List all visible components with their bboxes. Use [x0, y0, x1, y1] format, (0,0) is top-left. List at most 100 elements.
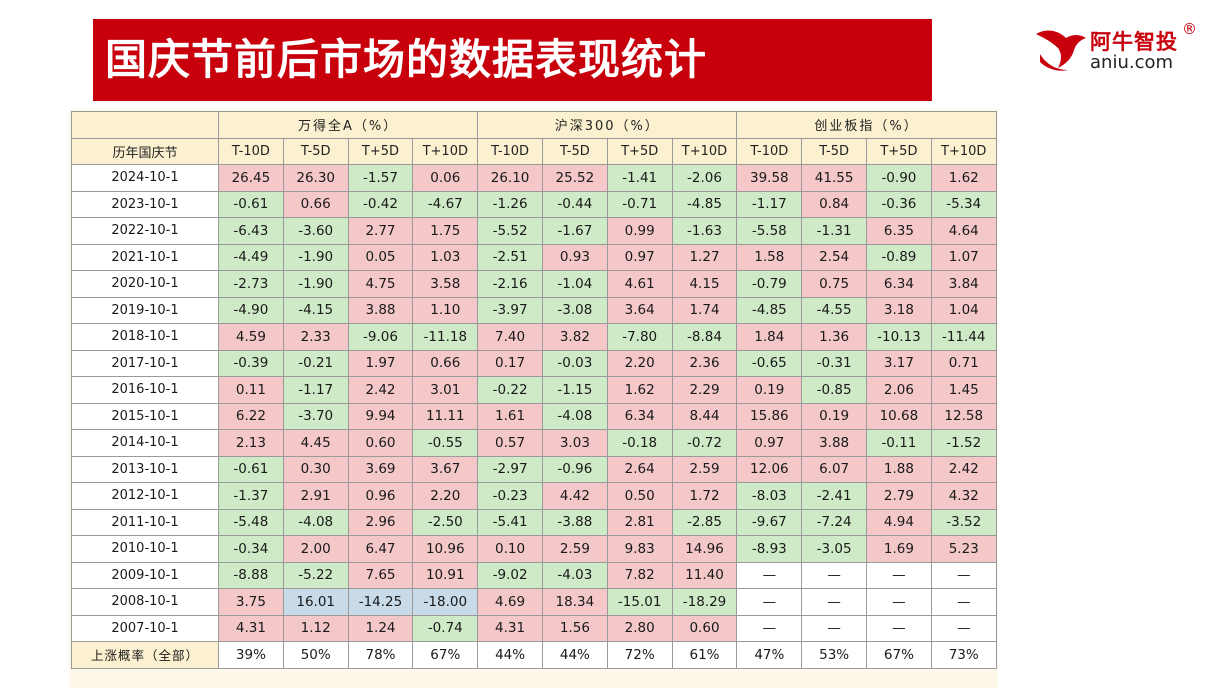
value-cell: 0.60	[671, 614, 738, 642]
value-cell: —	[930, 561, 997, 589]
table-row: 2020-10-1 -2.73 -1.90 4.75 3.58 -2.16 -1.04 4.6…	[71, 270, 997, 298]
table-row: 2008-10-1 3.75 16.01 -14.25 -18.00 4.69 18.34-…	[71, 588, 997, 616]
brand-logo[interactable]: 阿牛智投 ® aniu.com	[1032, 20, 1202, 76]
value-cell: -0.74	[412, 614, 479, 642]
column-header-t-10d: T-10D	[218, 137, 284, 165]
brand-name-en: aniu.com	[1090, 52, 1174, 73]
value-cell: -1.37	[218, 482, 284, 510]
value-cell: 1.62	[930, 164, 997, 192]
value-cell: 4.32	[930, 482, 997, 510]
value-cell: 0.19	[801, 402, 868, 430]
summary-percent: 44%	[477, 641, 543, 669]
value-cell: 2.00	[282, 535, 349, 563]
value-cell: -18.29	[671, 588, 738, 616]
value-cell: -0.90	[866, 164, 932, 192]
value-cell: 9.83	[606, 535, 673, 563]
value-cell: 0.11	[218, 376, 284, 404]
value-cell: -3.08	[541, 296, 608, 324]
value-cell: -1.41	[606, 164, 673, 192]
summary-percent: 61%	[671, 641, 738, 669]
summary-percent: 73%	[930, 641, 997, 669]
value-cell: -4.67	[412, 190, 479, 218]
value-cell: -0.85	[801, 376, 868, 404]
value-cell: 3.88	[347, 296, 414, 324]
value-cell: 10.68	[866, 402, 932, 430]
value-cell: -4.15	[282, 296, 349, 324]
value-cell: -2.16	[477, 270, 543, 298]
column-header-t-5d: T-5D	[282, 137, 349, 165]
bull-head-logo-icon	[1036, 30, 1086, 71]
value-cell: -18.00	[412, 588, 479, 616]
value-cell: 18.34	[541, 588, 608, 616]
value-cell: 0.66	[412, 349, 479, 377]
value-cell: 3.58	[412, 270, 479, 298]
value-cell: 41.55	[801, 164, 868, 192]
value-cell: -1.90	[282, 270, 349, 298]
value-cell: 2.91	[282, 482, 349, 510]
value-cell: 2.64	[606, 455, 673, 483]
value-cell: -2.50	[412, 508, 479, 536]
row-date: 2013-10-1	[71, 455, 219, 483]
value-cell: 2.06	[866, 376, 932, 404]
row-date: 2012-10-1	[71, 482, 219, 510]
value-cell: 3.64	[606, 296, 673, 324]
value-cell: 3.88	[801, 429, 868, 457]
value-cell: -0.44	[541, 190, 608, 218]
table-row: 2017-10-1 -0.39 -0.21 1.97 0.66 0.17 -0.03 2.20…	[71, 349, 997, 377]
value-cell: -3.60	[282, 217, 349, 245]
row-date: 2009-10-1	[71, 561, 219, 589]
value-cell: 0.97	[606, 243, 673, 271]
value-cell: -2.97	[477, 455, 543, 483]
value-cell: 1.62	[606, 376, 673, 404]
value-cell: 2.29	[671, 376, 738, 404]
value-cell: -1.67	[541, 217, 608, 245]
brand-name-cn: 阿牛智投	[1090, 30, 1178, 54]
value-cell: 1.07	[930, 243, 997, 271]
value-cell: 6.34	[606, 402, 673, 430]
value-cell: 1.04	[930, 296, 997, 324]
value-cell: 3.18	[866, 296, 932, 324]
summary-percent: 78%	[347, 641, 414, 669]
value-cell: -8.03	[736, 482, 803, 510]
value-cell: 1.12	[282, 614, 349, 642]
value-cell: -0.23	[477, 482, 543, 510]
value-cell: -4.85	[736, 296, 803, 324]
value-cell: 1.56	[541, 614, 608, 642]
value-cell: 1.69	[866, 535, 932, 563]
value-cell: 10.91	[412, 561, 479, 589]
value-cell: 3.84	[930, 270, 997, 298]
value-cell: 2.20	[606, 349, 673, 377]
statistics-table-frame: 万得全A（%） 沪深300（%） 创业板指（%） 历年国庆节 T-10D T-5D…	[69, 109, 998, 688]
value-cell: -0.61	[218, 455, 284, 483]
value-cell: -3.88	[541, 508, 608, 536]
value-cell: -0.39	[218, 349, 284, 377]
corner-cell	[71, 111, 219, 139]
value-cell: 4.45	[282, 429, 349, 457]
column-header-t-10d: T+10D	[671, 137, 738, 165]
value-cell: 2.96	[347, 508, 414, 536]
value-cell: -5.58	[736, 217, 803, 245]
table-row: 2007-10-1 4.31 1.12 1.24 -0.74 4.31 1.56 2.80 0.…	[71, 614, 997, 642]
value-cell: 0.19	[736, 376, 803, 404]
value-cell: -3.52	[930, 508, 997, 536]
value-cell: 9.94	[347, 402, 414, 430]
value-cell: 1.74	[671, 296, 738, 324]
value-cell: 8.44	[671, 402, 738, 430]
value-cell: -11.44	[930, 323, 997, 351]
row-date: 2010-10-1	[71, 535, 219, 563]
value-cell: 14.96	[671, 535, 738, 563]
summary-percent: 50%	[282, 641, 349, 669]
value-cell: -0.34	[218, 535, 284, 563]
page-title: 国庆节前后市场的数据表现统计	[105, 35, 708, 84]
table-row: 2022-10-1 -6.43 -3.60 2.77 1.75 -5.52 -1.67 0.9…	[71, 217, 997, 245]
value-cell: -0.89	[866, 243, 932, 271]
value-cell: 0.66	[282, 190, 349, 218]
value-cell: 2.36	[671, 349, 738, 377]
row-date: 2015-10-1	[71, 402, 219, 430]
table-row: 2015-10-1 6.22 -3.70 9.94 11.11 1.61 -4.08 6.34…	[71, 402, 997, 430]
value-cell: -11.18	[412, 323, 479, 351]
value-cell: 0.06	[412, 164, 479, 192]
value-cell: 4.75	[347, 270, 414, 298]
table-row: 2023-10-1 -0.61 0.66 -0.42 -4.67 -1.26 -0.44 -0…	[71, 190, 997, 218]
value-cell: 4.59	[218, 323, 284, 351]
